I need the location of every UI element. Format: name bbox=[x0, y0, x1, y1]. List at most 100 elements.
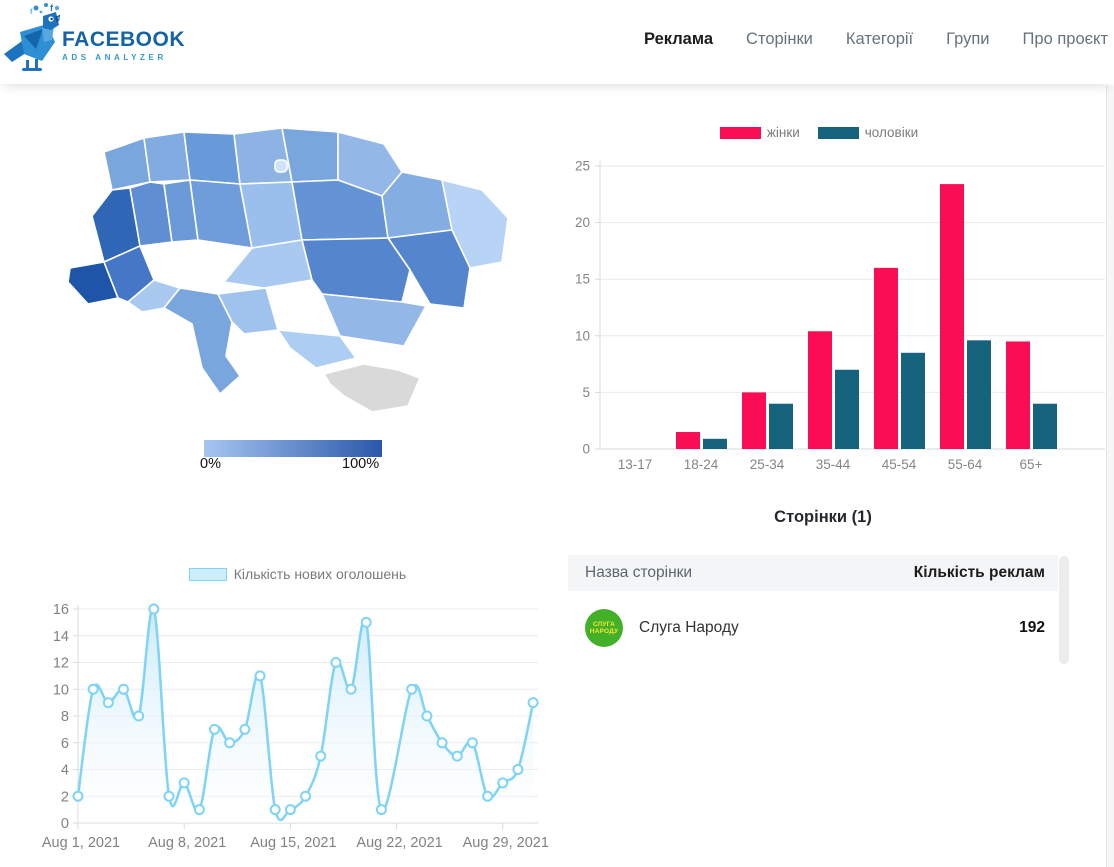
map-region[interactable]: Закарпатська bbox=[67, 261, 119, 305]
line-point[interactable] bbox=[300, 790, 312, 802]
line-point[interactable] bbox=[360, 616, 372, 628]
line-point[interactable] bbox=[315, 750, 327, 762]
logo[interactable]: f f FACEBOOK ADS ANALYZER bbox=[2, 2, 185, 76]
svg-text:8: 8 bbox=[61, 709, 69, 725]
line-point[interactable] bbox=[102, 697, 114, 709]
line-point[interactable] bbox=[406, 683, 418, 695]
nav-item-ads[interactable]: Реклама bbox=[643, 30, 714, 48]
line-point[interactable] bbox=[269, 804, 281, 816]
legend-swatch-women[interactable] bbox=[719, 126, 761, 139]
line-point[interactable] bbox=[527, 697, 539, 709]
page-avatar: СЛУГА НАРОДУ bbox=[585, 609, 623, 647]
map-region[interactable]: Волинська bbox=[103, 137, 151, 191]
bar-women-65+[interactable] bbox=[1006, 341, 1030, 449]
line-point[interactable] bbox=[87, 683, 99, 695]
avatar-text-line1: СЛУГА bbox=[592, 621, 616, 628]
line-point[interactable] bbox=[375, 804, 387, 816]
line-point[interactable] bbox=[345, 683, 357, 695]
nav-item-about[interactable]: Про проєкт bbox=[1022, 30, 1108, 48]
svg-text:2: 2 bbox=[61, 789, 69, 805]
svg-text:Aug 22, 2021: Aug 22, 2021 bbox=[356, 835, 442, 851]
svg-text:Aug 29, 2021: Aug 29, 2021 bbox=[463, 835, 549, 851]
svg-text:45-54: 45-54 bbox=[882, 457, 917, 472]
line-point[interactable] bbox=[118, 683, 130, 695]
new-ads-area-chart: 0 2 4 6 8 10 12 14 16 Aug 1, 2021 Aug 8, 2021 Aug 1… bbox=[42, 602, 549, 851]
line-point[interactable] bbox=[133, 710, 145, 722]
bar-men-18-24[interactable] bbox=[703, 438, 727, 449]
line-point[interactable] bbox=[421, 710, 433, 722]
bird-logo-icon: f f bbox=[4, 3, 60, 71]
bar-men-65+[interactable] bbox=[1033, 403, 1057, 449]
bar-women-35-44[interactable] bbox=[808, 331, 832, 449]
bar-men-25-34[interactable] bbox=[769, 403, 793, 449]
main-nav: Реклама Сторінки Категорії Групи Про про… bbox=[644, 30, 1108, 49]
ukraine-choropleth-map: Волинська Рівненська Житомирська Київськ… bbox=[67, 127, 509, 413]
svg-text:12: 12 bbox=[53, 656, 69, 672]
bar-men-35-44[interactable] bbox=[835, 369, 859, 449]
svg-text:55-64: 55-64 bbox=[948, 457, 983, 472]
map-region[interactable]: Дніпропетровська bbox=[301, 237, 411, 303]
line-point[interactable] bbox=[254, 670, 266, 682]
svg-text:20: 20 bbox=[575, 215, 590, 230]
map-region[interactable]: Рівненська bbox=[143, 131, 191, 183]
line-point[interactable] bbox=[193, 804, 205, 816]
map-region[interactable]: Житомирська bbox=[183, 131, 241, 185]
svg-text:4: 4 bbox=[61, 763, 69, 779]
line-point[interactable] bbox=[178, 777, 190, 789]
line-point[interactable] bbox=[239, 723, 251, 735]
line-point[interactable] bbox=[466, 737, 478, 749]
bar-women-18-24[interactable] bbox=[676, 432, 700, 449]
bar-women-25-34[interactable] bbox=[742, 392, 766, 449]
svg-text:10: 10 bbox=[53, 682, 69, 698]
bar-chart-legend: жінки чоловіки bbox=[555, 125, 1114, 140]
map-region-crimea[interactable]: Крим bbox=[323, 363, 421, 413]
bar-men-55-64[interactable] bbox=[967, 340, 991, 449]
nav-item-groups[interactable]: Групи bbox=[946, 30, 990, 48]
table-row[interactable]: СЛУГА НАРОДУ Слуга Народу 192 bbox=[568, 591, 1058, 665]
bar-women-45-54[interactable] bbox=[874, 267, 898, 449]
map-region[interactable]: Одеська bbox=[163, 287, 241, 395]
window-scrollbar[interactable] bbox=[1106, 86, 1114, 867]
map-legend-max-label: 100% bbox=[342, 456, 380, 472]
line-point[interactable] bbox=[72, 790, 84, 802]
map-region[interactable]: Херсонська bbox=[277, 329, 357, 369]
line-point[interactable] bbox=[436, 737, 448, 749]
map-region[interactable]: Запорізька bbox=[321, 293, 427, 347]
pages-table-header: Назва сторінки Кількість реклам bbox=[568, 555, 1058, 591]
bar-women-55-64[interactable] bbox=[940, 184, 964, 449]
svg-text:Aug 8, 2021: Aug 8, 2021 bbox=[148, 835, 226, 851]
svg-text:f: f bbox=[50, 3, 54, 13]
svg-text:13-17: 13-17 bbox=[618, 457, 653, 472]
svg-text:18-24: 18-24 bbox=[684, 457, 719, 472]
bar-men-45-54[interactable] bbox=[901, 352, 925, 449]
line-point[interactable] bbox=[148, 603, 160, 615]
map-region[interactable]: Чернігівська bbox=[281, 127, 339, 183]
line-point[interactable] bbox=[224, 737, 236, 749]
map-region[interactable]: Миколаївська bbox=[217, 287, 279, 335]
line-point[interactable] bbox=[284, 804, 296, 816]
svg-text:65+: 65+ bbox=[1020, 457, 1043, 472]
line-point[interactable] bbox=[482, 790, 494, 802]
line-point[interactable] bbox=[451, 750, 463, 762]
svg-text:0: 0 bbox=[582, 442, 590, 457]
svg-text:f: f bbox=[30, 9, 33, 16]
nav-item-pages[interactable]: Сторінки bbox=[746, 30, 813, 48]
line-point[interactable] bbox=[512, 764, 524, 775]
map-legend-min-label: 0% bbox=[200, 456, 221, 472]
line-point[interactable] bbox=[209, 723, 221, 735]
table-scrollbar[interactable] bbox=[1059, 556, 1069, 664]
nav-item-categories[interactable]: Категорії bbox=[845, 30, 914, 48]
line-legend-swatch[interactable] bbox=[188, 567, 227, 581]
line-point[interactable] bbox=[163, 790, 175, 802]
map-region[interactable]: Кіровоградська bbox=[223, 239, 313, 289]
map-region-kyiv-city[interactable]: Київ bbox=[274, 159, 288, 173]
legend-swatch-men[interactable] bbox=[817, 126, 859, 139]
line-point[interactable] bbox=[330, 657, 342, 668]
legend-label-women[interactable]: жінки bbox=[766, 125, 800, 140]
line-legend-label[interactable]: Кількість нових оголошень bbox=[233, 566, 407, 582]
logo-subtitle: ADS ANALYZER bbox=[62, 53, 167, 62]
line-point[interactable] bbox=[497, 777, 509, 789]
line-chart-legend: Кількість нових оголошень bbox=[35, 566, 560, 582]
legend-label-men[interactable]: чоловіки bbox=[864, 125, 919, 140]
